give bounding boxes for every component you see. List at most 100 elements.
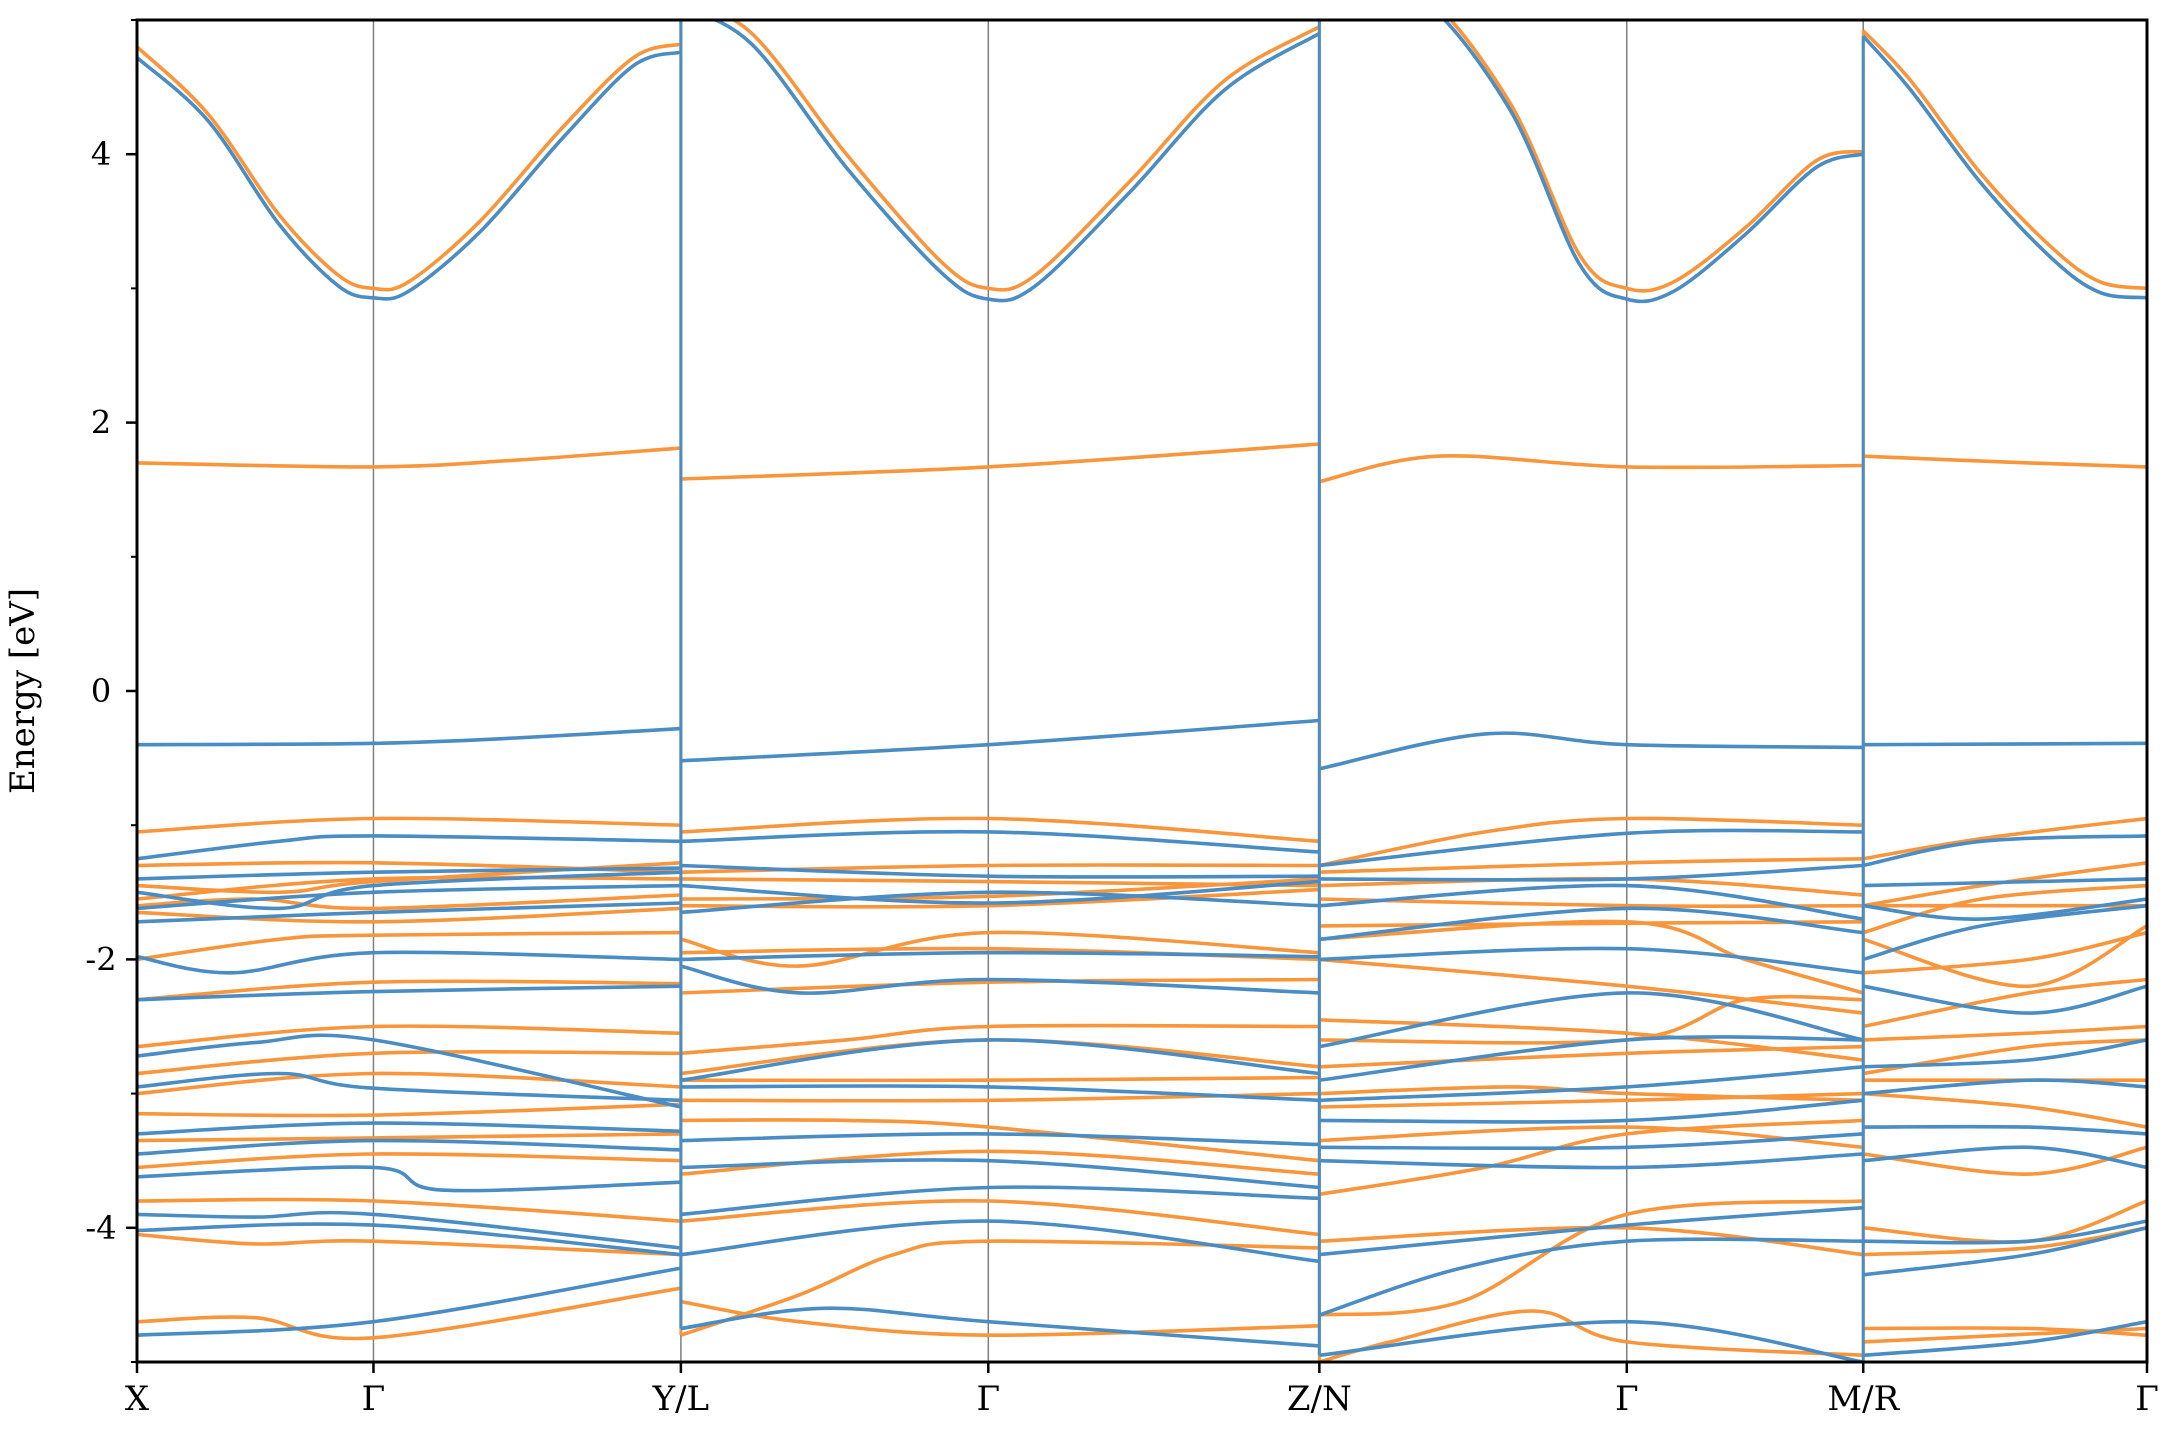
band-line bbox=[137, 1266, 682, 1337]
band-line bbox=[1319, 454, 1864, 484]
band-line bbox=[680, 1118, 1320, 1163]
band-line bbox=[1862, 977, 2147, 1029]
band-line bbox=[680, 1023, 1320, 1056]
band-line bbox=[137, 901, 681, 924]
band-line bbox=[1319, 1098, 1864, 1124]
band-line bbox=[1863, 1078, 2147, 1096]
band-line bbox=[137, 1033, 682, 1109]
x-tick-label: Γ bbox=[2135, 1379, 2159, 1419]
band-line bbox=[1863, 1319, 2147, 1358]
x-tick-label: Y/L bbox=[652, 1379, 709, 1419]
band-line bbox=[1863, 930, 2147, 975]
band-line bbox=[1318, 1309, 1864, 1362]
y-tick-label: 0 bbox=[91, 672, 111, 710]
band-line bbox=[1319, 731, 1864, 771]
band-line bbox=[680, 879, 1320, 905]
band-line bbox=[1319, 1091, 1864, 1109]
band-line bbox=[1862, 924, 2147, 989]
band-line bbox=[1319, 1118, 1864, 1197]
band-line bbox=[137, 875, 681, 901]
band-line bbox=[137, 1121, 681, 1136]
band-line bbox=[1863, 454, 2147, 469]
band-line bbox=[1863, 1326, 2147, 1344]
band-line bbox=[1319, 1018, 1864, 1062]
band-line bbox=[1319, 1044, 1864, 1069]
series-spin_up bbox=[137, 20, 2147, 1362]
band-line bbox=[680, 1038, 1320, 1082]
band-line bbox=[1862, 816, 2147, 861]
band-line bbox=[680, 877, 1320, 901]
band-line bbox=[680, 950, 1320, 962]
y-tick-label: -2 bbox=[85, 940, 116, 978]
band-line bbox=[137, 1165, 681, 1193]
band-line bbox=[1442, 20, 1864, 304]
band-line bbox=[680, 816, 1320, 844]
band-line bbox=[680, 718, 1320, 763]
y-tick-label: 4 bbox=[91, 135, 111, 173]
band-line bbox=[1319, 946, 1864, 975]
band-line bbox=[680, 1185, 1320, 1217]
x-tick-label: Γ bbox=[362, 1379, 386, 1419]
y-tick-label: -4 bbox=[85, 1209, 116, 1247]
band-line bbox=[137, 1222, 682, 1257]
band-line bbox=[680, 1306, 1320, 1348]
band-line bbox=[680, 890, 1320, 915]
band-line bbox=[137, 906, 681, 924]
band-line bbox=[1861, 29, 2147, 291]
band-line bbox=[1319, 883, 1864, 921]
band-line bbox=[1862, 984, 2147, 1015]
band-line bbox=[1319, 1152, 1864, 1170]
band-line bbox=[137, 1071, 681, 1103]
band-line bbox=[137, 42, 682, 292]
band-line bbox=[137, 1050, 681, 1076]
y-axis-ticks: 4 2 0 -2 -4 bbox=[85, 19, 137, 1363]
band-line bbox=[711, 20, 1321, 303]
band-line bbox=[680, 1084, 1320, 1103]
band-line bbox=[730, 20, 1321, 292]
band-line bbox=[1863, 877, 2147, 888]
band-line bbox=[137, 979, 681, 1002]
band-line bbox=[1319, 1199, 1864, 1317]
band-line bbox=[1319, 1132, 1864, 1151]
band-line bbox=[1318, 1237, 1864, 1317]
band-line bbox=[137, 950, 681, 975]
band-line bbox=[680, 977, 1320, 995]
band-line bbox=[137, 1232, 681, 1257]
band-line bbox=[1319, 1205, 1864, 1257]
band-line bbox=[137, 1210, 682, 1250]
band-line bbox=[1862, 903, 2147, 962]
band-line bbox=[680, 930, 1320, 968]
band-line bbox=[1863, 1145, 2147, 1170]
band-line bbox=[137, 1138, 681, 1156]
band-line bbox=[137, 834, 681, 861]
band-line bbox=[137, 816, 681, 834]
band-line bbox=[1861, 34, 2147, 300]
band-line bbox=[137, 1197, 682, 1223]
band-line bbox=[1863, 1326, 2147, 1337]
band-line bbox=[137, 930, 681, 962]
band-line bbox=[137, 1071, 681, 1096]
y-tick-label: 2 bbox=[91, 404, 111, 442]
band-line bbox=[680, 1219, 1320, 1264]
band-line bbox=[680, 1158, 1320, 1190]
x-tick-label: Γ bbox=[976, 1379, 1000, 1419]
band-line bbox=[1862, 883, 2147, 935]
x-tick-label: Γ bbox=[1615, 1379, 1639, 1419]
band-line bbox=[1862, 897, 2147, 921]
band-line bbox=[680, 863, 1320, 879]
band-line bbox=[137, 1152, 681, 1170]
band-line bbox=[1319, 906, 1864, 942]
band-line bbox=[1319, 991, 1864, 1049]
band-line bbox=[137, 1024, 681, 1049]
band-line bbox=[137, 1102, 681, 1118]
band-line bbox=[1319, 1125, 1864, 1150]
band-line bbox=[1319, 1225, 1864, 1257]
band-line bbox=[680, 442, 1320, 481]
band-line bbox=[1863, 1124, 2147, 1136]
band-line bbox=[1863, 1219, 2147, 1245]
band-line bbox=[1863, 741, 2147, 747]
band-line bbox=[1862, 861, 2147, 908]
band-line bbox=[1319, 919, 1864, 995]
x-tick-label: X bbox=[125, 1379, 150, 1419]
